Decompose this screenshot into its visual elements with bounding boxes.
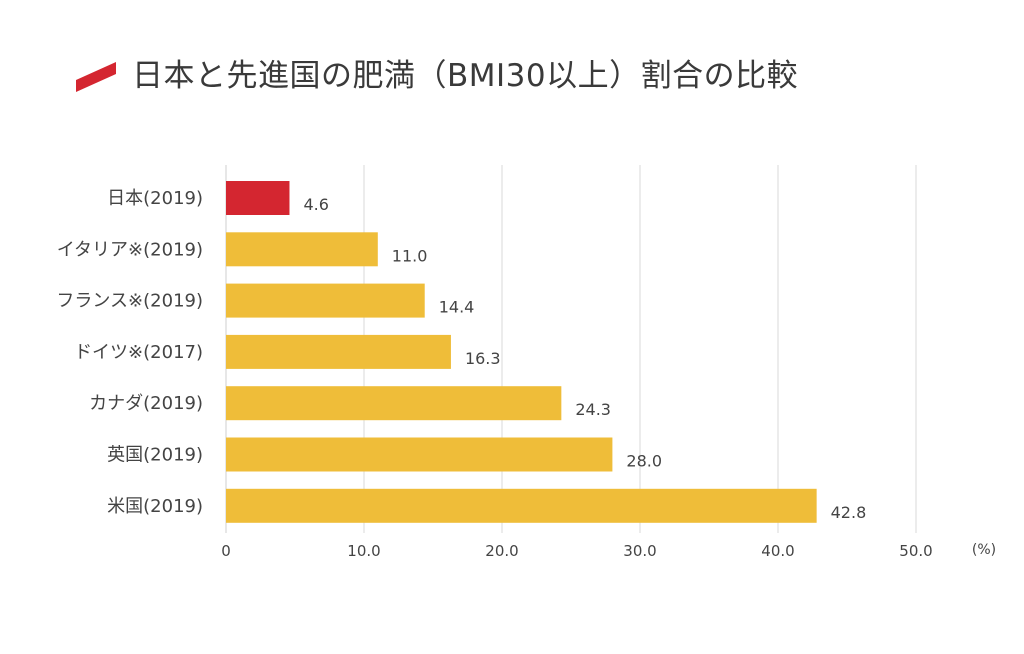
category-label: 日本(2019) (107, 188, 203, 209)
x-tick-label: 50.0 (899, 542, 932, 560)
x-tick-label: 30.0 (623, 542, 656, 560)
category-label: フランス※(2019) (56, 291, 203, 312)
category-label: カナダ(2019) (89, 393, 203, 414)
value-label: 11.0 (392, 246, 428, 265)
value-label: 28.0 (626, 452, 662, 471)
value-label: 24.3 (575, 400, 611, 419)
title-accent-mark (76, 62, 116, 92)
value-label: 42.8 (831, 503, 867, 522)
labels-layer: 日本(2019) 4.6 イタリア※(2019) 11.0 フランス※(2019) 14.… (56, 188, 866, 522)
x-tick-label: 10.0 (347, 542, 380, 560)
bar-2 (226, 283, 425, 318)
bar-6 (226, 488, 817, 523)
x-axis: 0 10.0 20.0 30.0 40.0 50.0 (%) (221, 542, 996, 560)
category-label: 英国(2019) (107, 445, 203, 466)
category-label: 米国(2019) (107, 496, 203, 517)
bars-layer (226, 181, 817, 523)
x-tick-label: 0 (221, 542, 231, 560)
chart-title: 日本と先進国の肥満（BMI30以上）割合の比較 (132, 57, 799, 94)
x-axis-unit-label: (%) (972, 542, 996, 558)
value-label: 14.4 (439, 298, 475, 317)
title-block: 日本と先進国の肥満（BMI30以上）割合の比較 (72, 44, 798, 100)
value-label: 4.6 (303, 195, 328, 214)
x-tick-label: 40.0 (761, 542, 794, 560)
value-label: 16.3 (465, 349, 501, 368)
bar-4 (226, 386, 562, 421)
category-label: イタリア※(2019) (57, 239, 203, 260)
bar-5 (226, 437, 613, 472)
category-label: ドイツ※(2017) (74, 342, 203, 363)
bar-1 (226, 232, 378, 267)
bar-3 (226, 334, 451, 369)
x-tick-label: 20.0 (485, 542, 518, 560)
bar-0 (226, 181, 290, 215)
